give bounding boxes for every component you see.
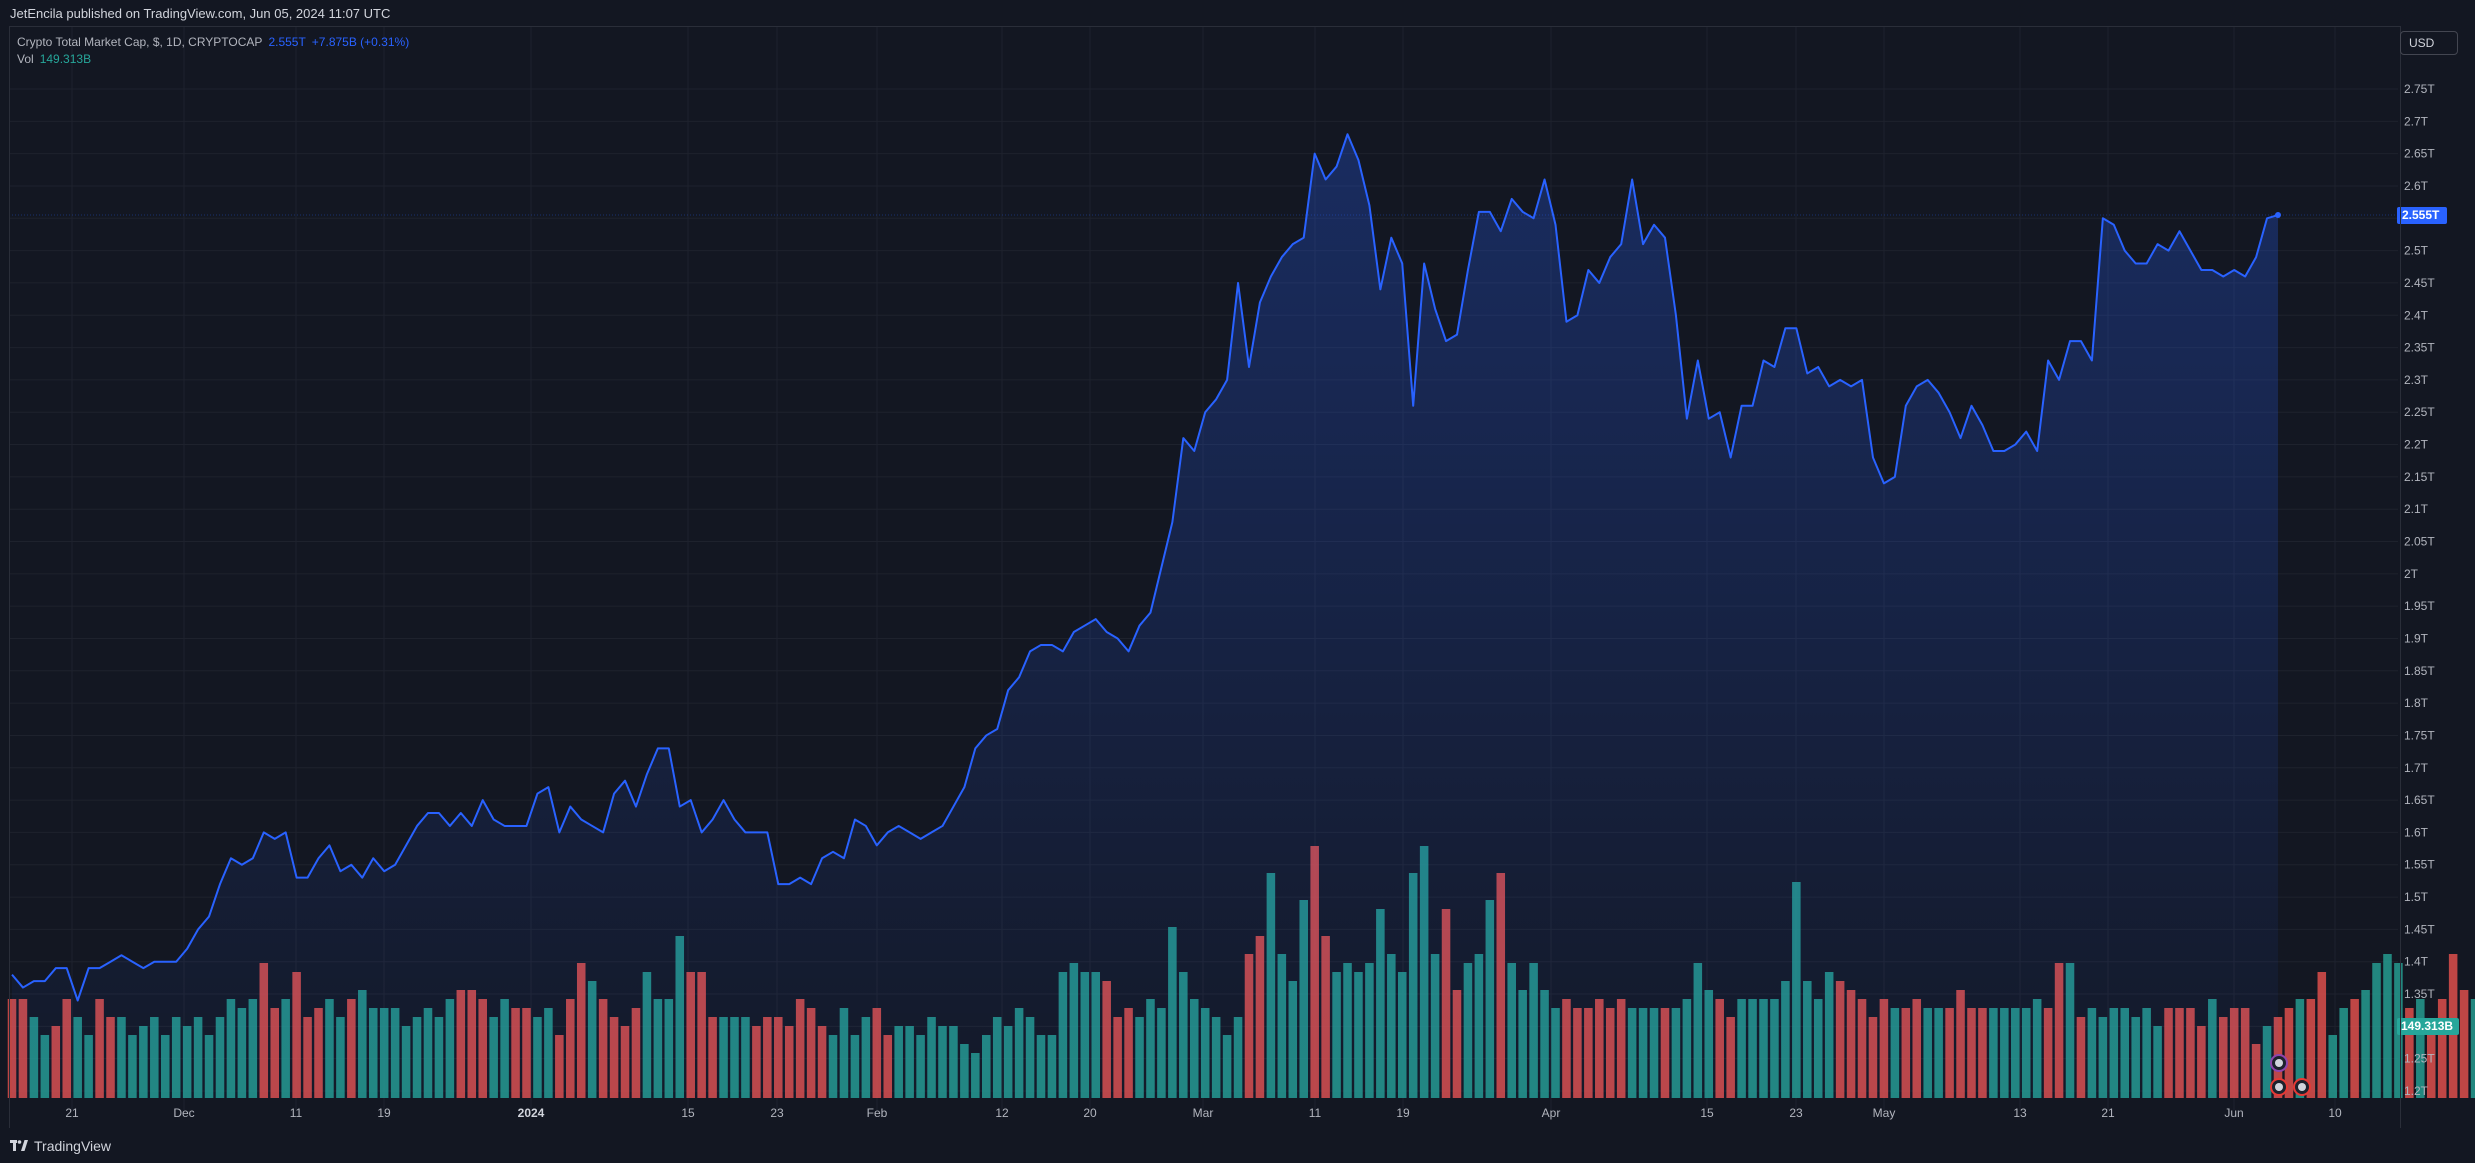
x-tick-label: 12 — [995, 1106, 1009, 1120]
volume-bar — [2372, 963, 2381, 1098]
legend-volume-row: Vol 149.313B — [17, 51, 409, 68]
y-tick-label: 2.4T — [2404, 308, 2429, 322]
x-tick-label: 20 — [1083, 1106, 1097, 1120]
x-tick-label: 19 — [1396, 1106, 1410, 1120]
price-badge — [2397, 207, 2447, 225]
volume-bar — [2295, 999, 2305, 1098]
y-tick-label: 1.85T — [2404, 664, 2435, 678]
volume-badge-text: 149.313B — [2401, 1019, 2453, 1033]
y-tick-label: 2.35T — [2404, 341, 2435, 355]
y-tick-label: 1.45T — [2404, 922, 2435, 936]
y-tick-label: 1.4T — [2404, 955, 2429, 969]
volume-bar — [2459, 990, 2469, 1098]
x-tick-label: 21 — [65, 1106, 79, 1120]
chart-frame — [9, 26, 2401, 1130]
volume-bar — [2405, 1008, 2414, 1098]
x-tick-label: Jun — [2224, 1106, 2243, 1120]
y-tick-label: 1.95T — [2404, 599, 2435, 613]
legend-main-row: Crypto Total Market Cap, $, 1D, CRYPTOCA… — [17, 34, 409, 51]
symbol-label: Crypto Total Market Cap, $, 1D, CRYPTOCA… — [17, 35, 263, 49]
tradingview-logo[interactable]: TradingView — [10, 1138, 111, 1154]
y-tick-label: 1.35T — [2404, 987, 2435, 1001]
y-tick-label: 2.1T — [2404, 502, 2429, 516]
volume-bar — [2306, 999, 2316, 1098]
volume-badge — [2397, 1018, 2459, 1035]
x-tick-label: Mar — [1193, 1106, 1214, 1120]
x-tick-label: 19 — [377, 1106, 391, 1120]
tradingview-logo-icon — [10, 1139, 28, 1154]
price-area — [9, 133, 2398, 1098]
y-tick-label: 2.25T — [2404, 405, 2435, 419]
x-tick-label: 23 — [1789, 1106, 1803, 1120]
change-value: +7.875B (+0.31%) — [311, 35, 410, 49]
last-price-dot — [2275, 212, 2281, 219]
y-tick-label: 1.2T — [2404, 1084, 2429, 1098]
event-marker-core — [2275, 1083, 2283, 1091]
x-tick-label: 2024 — [518, 1106, 545, 1120]
publish-note: JetEncila published on TradingView.com, … — [10, 6, 391, 21]
price-area-fill — [12, 134, 2278, 1098]
price-line — [11, 133, 2279, 1002]
volume-bar — [2437, 999, 2447, 1098]
y-tick-label: 1.7T — [2404, 761, 2429, 775]
volume-value: 149.313B — [39, 52, 92, 66]
x-tick-label: 15 — [1700, 1106, 1714, 1120]
x-tick-label: 13 — [2013, 1106, 2027, 1120]
volume-bar — [2328, 1035, 2338, 1098]
volume-label: Vol — [17, 52, 34, 66]
y-tick-label: 2T — [2404, 567, 2419, 581]
last-value: 2.555T — [268, 35, 306, 49]
y-tick-label: 2.6T — [2404, 179, 2429, 193]
x-tick-label: 23 — [770, 1106, 784, 1120]
y-tick-label: 1.9T — [2404, 631, 2429, 645]
y-tick-label: 2.3T — [2404, 373, 2429, 387]
y-tick-label: 2.75T — [2404, 82, 2435, 96]
legend: Crypto Total Market Cap, $, 1D, CRYPTOCA… — [17, 34, 409, 68]
volume-bar — [2350, 999, 2359, 1098]
y-tick-label: 1.5T — [2404, 890, 2429, 904]
y-tick-label: 2.2T — [2404, 438, 2429, 452]
price-badge-text: 2.555T — [2402, 208, 2440, 222]
y-tick-label: 1.55T — [2404, 858, 2435, 872]
volume-bar — [2470, 999, 2475, 1098]
event-marker-core — [2298, 1083, 2306, 1091]
x-axis[interactable]: 21 Dec 11 19 2024 15 23 Feb 12 20 Mar 11 19 Apr 15 23 Ma… — [65, 1106, 2342, 1120]
volume-bar — [2416, 999, 2425, 1098]
y-tick-label: 1.25T — [2404, 1052, 2435, 1066]
x-tick-label: May — [1873, 1106, 1896, 1120]
y-tick-label: 1.8T — [2404, 696, 2429, 710]
footer — [0, 1128, 2475, 1163]
y-tick-label: 2.45T — [2404, 276, 2435, 290]
y-axis[interactable]: 2.75T2.7T2.65T2.6T2.55T2.5T2.45T2.4T2.35… — [2404, 82, 2435, 1098]
volume-bar — [2383, 954, 2392, 1098]
x-tick-label: 11 — [1309, 1106, 1322, 1120]
volume-bar — [2361, 990, 2370, 1098]
y-tick-label: 2.05T — [2404, 535, 2435, 549]
volume-bar — [2426, 1026, 2436, 1098]
x-tick-label: 11 — [290, 1106, 303, 1120]
y-tick-label: 2.7T — [2404, 114, 2429, 128]
price-badges: 2.555T 149.313B — [2270, 207, 2459, 1096]
x-tick-label: 10 — [2328, 1106, 2342, 1120]
tradingview-brand: TradingView — [34, 1138, 112, 1154]
x-tick-label: 15 — [681, 1106, 695, 1120]
y-tick-label: 2.15T — [2404, 470, 2435, 484]
x-tick-label: Apr — [1542, 1106, 1561, 1120]
currency-button[interactable]: USD — [2400, 31, 2458, 55]
y-tick-label: 2.5T — [2404, 244, 2429, 258]
y-tick-label: 1.65T — [2404, 793, 2435, 807]
volume-bar — [2284, 1008, 2294, 1098]
y-tick-label: 2.65T — [2404, 147, 2435, 161]
volume-bar — [2317, 972, 2327, 1098]
y-tick-label: 1.6T — [2404, 825, 2429, 839]
top-bar: JetEncila published on TradingView.com, … — [0, 0, 2475, 26]
volume-bar — [2339, 1008, 2348, 1098]
x-tick-label: Feb — [867, 1106, 888, 1120]
y-tick-label: 1.75T — [2404, 728, 2435, 742]
x-tick-label: 21 — [2101, 1106, 2115, 1120]
event-marker-core — [2275, 1059, 2283, 1067]
x-tick-label: Dec — [173, 1106, 194, 1120]
